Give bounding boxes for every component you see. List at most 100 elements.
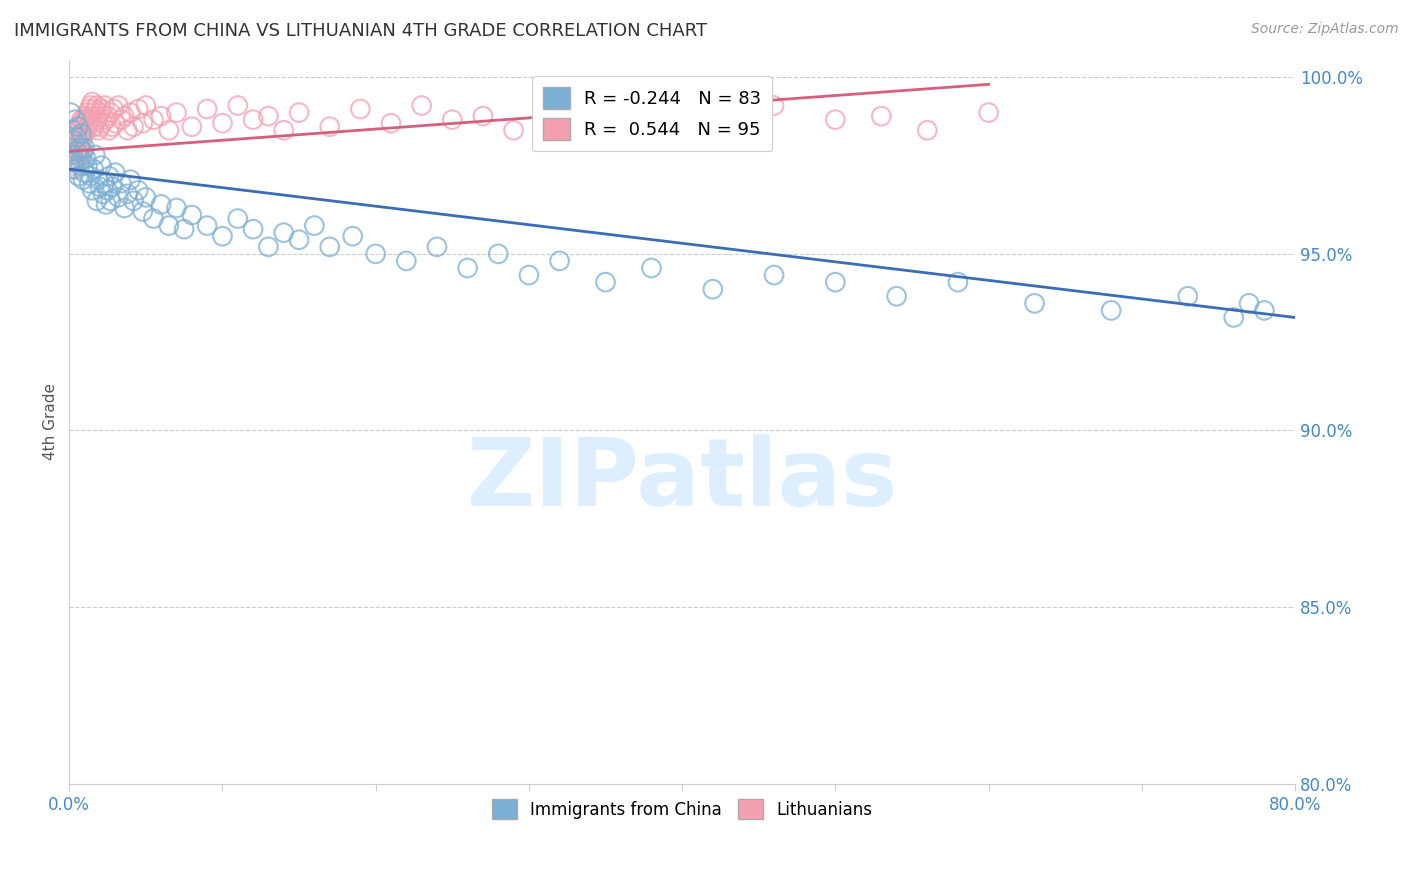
Point [702,116,724,130]
Point [83,105,105,120]
Point [242,222,264,236]
Point [70,112,93,127]
Point [69,116,91,130]
Point [75,109,97,123]
Point [65,112,87,127]
Point [66,123,89,137]
Point [180,208,202,222]
Point [72,130,94,145]
Point [101,179,124,194]
Point [73,141,96,155]
Point [82,95,104,109]
Point [94,112,117,127]
Point [242,112,264,127]
Point [595,275,617,289]
Point [77,102,100,116]
Point [107,98,129,112]
Point [75,152,97,166]
Point [457,260,479,275]
Point [86,194,108,208]
Point [702,282,724,296]
Point [112,109,135,123]
Point [63,134,86,148]
Point [59,141,82,155]
Point [411,98,433,112]
Point [70,127,93,141]
Point [76,159,98,173]
Point [65,155,87,169]
Point [63,155,86,169]
Point [73,127,96,141]
Point [364,247,387,261]
Point [69,145,91,159]
Point [107,190,129,204]
Point [65,127,87,141]
Point [150,197,173,211]
Point [93,98,115,112]
Point [135,190,157,204]
Text: IMMIGRANTS FROM CHINA VS LITHUANIAN 4TH GRADE CORRELATION CHART: IMMIGRANTS FROM CHINA VS LITHUANIAN 4TH … [14,22,707,40]
Point [127,102,149,116]
Point [180,120,202,134]
Point [173,222,195,236]
Point [96,109,118,123]
Point [79,169,101,183]
Point [824,275,846,289]
Point [917,123,939,137]
Point [150,109,173,123]
Y-axis label: 4th Grade: 4th Grade [44,384,58,460]
Point [1253,303,1275,318]
Point [59,155,82,169]
Point [84,116,107,130]
Point [94,197,117,211]
Point [824,112,846,127]
Point [120,105,142,120]
Point [548,105,571,120]
Point [273,123,295,137]
Point [86,98,108,112]
Point [77,116,100,130]
Point [195,102,218,116]
Point [471,109,494,123]
Point [135,98,157,112]
Point [226,98,249,112]
Point [100,105,122,120]
Point [319,240,342,254]
Point [1237,296,1260,310]
Point [75,123,97,137]
Point [90,102,112,116]
Point [87,109,110,123]
Point [103,102,125,116]
Point [342,229,364,244]
Point [96,183,118,197]
Point [98,123,121,137]
Point [112,201,135,215]
Point [60,148,83,162]
Point [304,219,326,233]
Point [72,116,94,130]
Point [110,176,132,190]
Point [60,162,83,177]
Point [69,159,91,173]
Point [319,120,342,134]
Point [349,102,371,116]
Point [72,145,94,159]
Point [142,211,165,226]
Point [73,166,96,180]
Point [83,162,105,177]
Point [502,123,524,137]
Point [101,120,124,134]
Point [70,127,93,141]
Point [132,204,155,219]
Point [86,112,108,127]
Point [91,116,114,130]
Point [395,254,418,268]
Point [441,112,464,127]
Point [517,268,540,282]
Point [65,162,87,177]
Point [100,194,122,208]
Point [486,247,509,261]
Point [89,120,111,134]
Point [195,219,218,233]
Point [166,201,188,215]
